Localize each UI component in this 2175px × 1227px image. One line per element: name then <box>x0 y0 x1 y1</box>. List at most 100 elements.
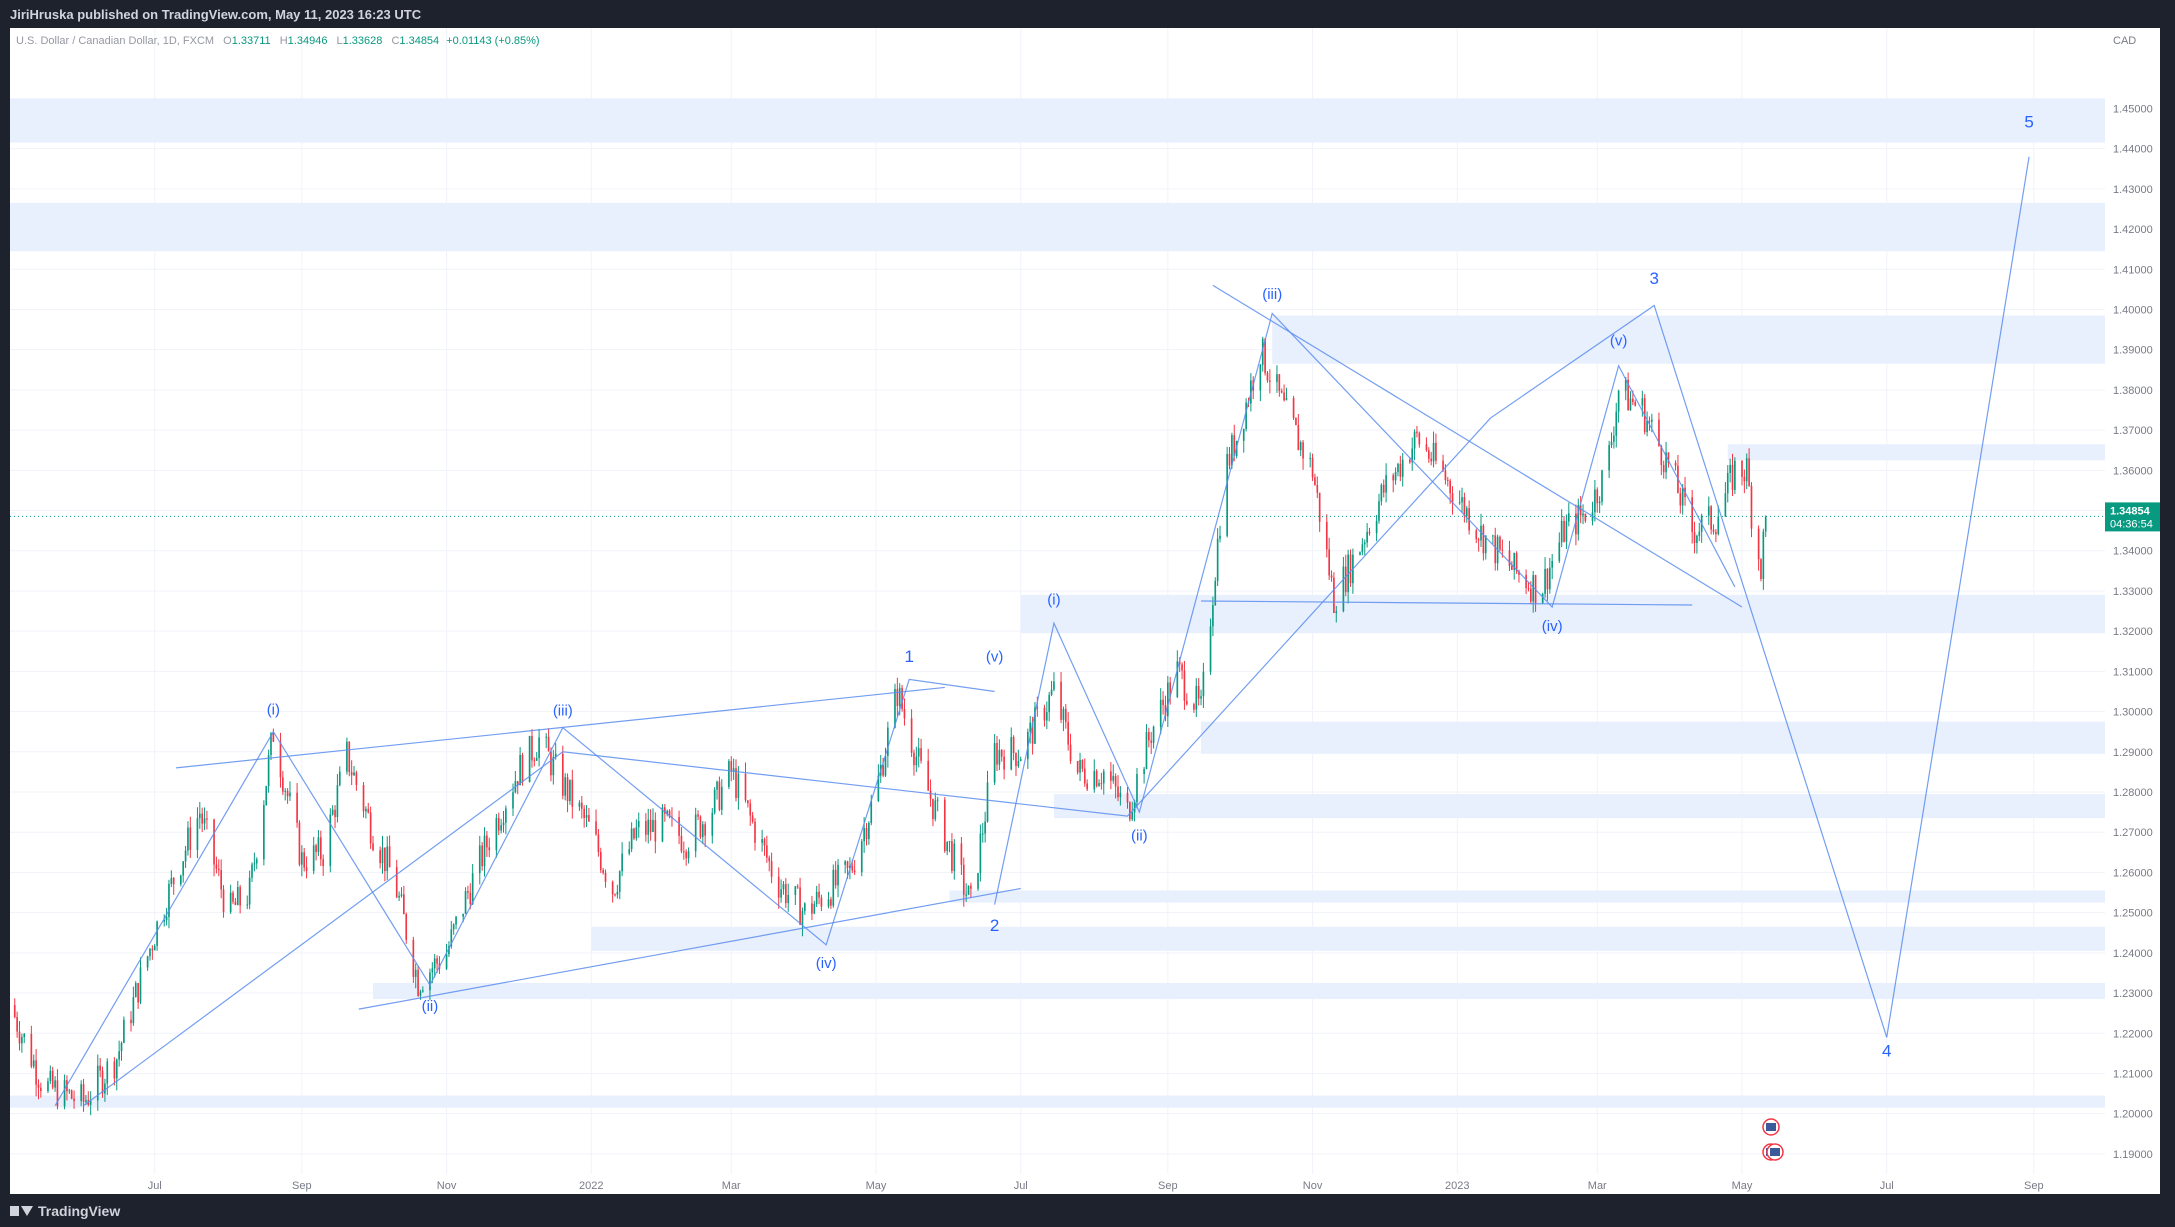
candle-down <box>1169 682 1172 697</box>
candle-down <box>1530 588 1532 602</box>
price-chart[interactable]: (i) (ii) (iii) (iv) 1 (v) 2 (i) (ii) (iii) (iv) 3 (v… <box>10 28 2160 1194</box>
candle-down <box>1515 552 1518 572</box>
candle-down <box>561 753 564 796</box>
candle-up <box>1598 501 1601 504</box>
candle-down <box>417 969 419 996</box>
candle-up <box>1045 712 1048 721</box>
candle-down <box>436 958 438 964</box>
candle-down <box>151 948 154 951</box>
candle-up <box>647 819 650 835</box>
candle-down <box>1584 513 1587 521</box>
us-flag-icon <box>1770 1148 1780 1156</box>
candle-up <box>1764 516 1767 532</box>
time-tick-label: Sep <box>292 1180 312 1192</box>
candle-up <box>1079 760 1081 773</box>
candle-down <box>1193 704 1195 710</box>
candle-down <box>1043 707 1046 721</box>
candle-down <box>882 765 884 776</box>
candle-up <box>1565 521 1568 542</box>
wave-label: 4 <box>1882 1042 1891 1061</box>
wave-label: (iv) <box>816 955 837 972</box>
candle-down <box>1518 571 1520 575</box>
candle-down <box>322 859 325 866</box>
candle-down <box>1012 737 1015 754</box>
candle-down <box>1228 453 1231 466</box>
candle-down <box>668 810 671 817</box>
candle-up <box>353 772 355 776</box>
candle-down <box>201 813 204 824</box>
candle-up <box>96 1065 99 1101</box>
candle-down <box>73 1098 75 1102</box>
low-value: 1.33628 <box>342 35 383 47</box>
candle-up <box>21 1037 23 1044</box>
candle-up <box>1707 506 1710 516</box>
candle-up <box>106 1061 109 1084</box>
candle-up <box>1484 535 1487 554</box>
candle-down <box>654 820 657 842</box>
last-price-value: 1.34854 <box>2110 505 2151 517</box>
candle-up <box>1726 473 1729 494</box>
candle-up <box>1231 435 1233 466</box>
candle-down <box>730 761 733 772</box>
candle-down <box>932 798 934 820</box>
price-axis[interactable]: CAD 1.19000 1.20000 1.21000 1.22000 1.23000 1.… <box>2105 28 2160 1194</box>
candle-down <box>697 814 699 817</box>
candle-up <box>471 873 474 904</box>
candle-down <box>580 802 583 809</box>
candle-up <box>687 851 690 859</box>
economic-events[interactable] <box>1762 1118 1784 1161</box>
tradingview-logo[interactable]: TradingView <box>10 1203 120 1219</box>
candle-up <box>400 894 403 896</box>
price-tick-label: 1.29000 <box>2113 747 2153 759</box>
candle-up <box>1458 502 1461 504</box>
candle-up <box>1219 535 1221 539</box>
candle-up <box>917 748 920 757</box>
candle-up <box>661 807 664 842</box>
candle-up <box>1285 398 1288 401</box>
chart-area[interactable]: (i) (ii) (iii) (iv) 1 (v) 2 (i) (ii) (iii) (iv) 3 (v… <box>10 28 2160 1194</box>
wave-label: 2 <box>990 916 999 935</box>
candle-up <box>1176 661 1179 697</box>
candle-down <box>599 852 602 870</box>
candle-down <box>970 885 972 889</box>
candle-down <box>1667 452 1670 463</box>
candle-down <box>777 876 780 898</box>
candle-up <box>844 861 846 865</box>
candle-up <box>1202 671 1205 697</box>
candle-up <box>198 813 201 819</box>
candle-down <box>521 754 524 783</box>
candle-up <box>1195 685 1198 710</box>
time-tick-label: Mar <box>1588 1180 1607 1192</box>
candle-down <box>962 864 965 895</box>
candle-up <box>68 1090 71 1092</box>
candle-down <box>1660 445 1663 466</box>
last-price-badge <box>2105 502 2160 532</box>
wave-label: (ii) <box>422 998 439 1015</box>
candle-down <box>699 816 702 837</box>
wave-label: (i) <box>1047 592 1060 609</box>
candle-up <box>338 771 341 786</box>
zone-band <box>1020 594 2105 634</box>
price-tick-label: 1.32000 <box>2113 626 2153 638</box>
candle-down <box>744 773 747 801</box>
time-axis[interactable]: Jul Sep Nov 2022 Mar May Jul Sep Nov 2023 Mar May Ju… <box>10 1174 2160 1194</box>
candle-up <box>981 833 984 835</box>
candle-up <box>115 1059 118 1079</box>
wave-label: (iii) <box>553 703 573 720</box>
candle-down <box>1425 444 1428 451</box>
trendlines <box>54 156 2030 1107</box>
candle-down <box>951 841 953 871</box>
candle-down <box>550 751 552 776</box>
candle-down <box>588 815 590 822</box>
candle-up <box>139 967 142 1003</box>
candle-up <box>984 821 986 834</box>
candle-up <box>317 837 320 852</box>
candle-down <box>348 741 351 773</box>
candle-up <box>132 997 135 1024</box>
candle-down <box>1311 457 1314 478</box>
candle-down <box>768 857 771 862</box>
price-tick-label: 1.31000 <box>2113 666 2153 678</box>
candle-up <box>1724 493 1727 517</box>
candle-down <box>272 733 275 742</box>
candle-up <box>946 841 949 852</box>
